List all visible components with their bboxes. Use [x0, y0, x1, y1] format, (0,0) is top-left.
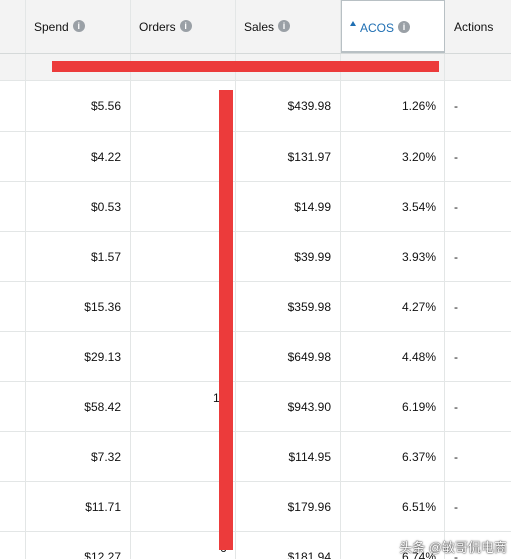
actions-cell[interactable]: - — [454, 549, 458, 559]
redaction-bar-horizontal — [52, 61, 439, 72]
table-cell — [0, 532, 26, 559]
actions-cell[interactable]: - — [454, 149, 458, 164]
column-header-acos[interactable]: ACOS i — [341, 0, 445, 53]
orders-cell — [131, 482, 236, 531]
spend-cell: $15.36 — [26, 282, 131, 331]
column-header-actions: Actions — [445, 0, 511, 53]
spend-cell: $7.32 — [26, 432, 131, 481]
column-header-label: Spend — [34, 20, 69, 34]
table-row: $5.56 $439.98 1.26% - — [0, 81, 511, 132]
orders-cell — [131, 382, 236, 431]
orders-cell — [131, 81, 236, 131]
table-cell — [0, 432, 26, 481]
actions-cell[interactable]: - — [454, 299, 458, 314]
header-leading-cell — [0, 0, 26, 53]
sales-cell: $439.98 — [236, 81, 341, 131]
orders-cell — [131, 432, 236, 481]
sort-ascending-icon — [350, 21, 356, 26]
sales-cell: $943.90 — [236, 382, 341, 431]
table-cell — [0, 332, 26, 381]
info-icon[interactable]: i — [398, 21, 411, 33]
acos-cell: 4.48% — [341, 332, 445, 381]
actions-cell[interactable]: - — [454, 399, 458, 414]
actions-cell[interactable]: - — [454, 499, 458, 514]
acos-cell: 3.93% — [341, 232, 445, 281]
table-row: $0.53 $14.99 3.54% - — [0, 182, 511, 232]
acos-cell: 6.51% — [341, 482, 445, 531]
acos-cell: 6.74% — [341, 532, 445, 559]
table-cell — [445, 54, 511, 80]
actions-cell[interactable]: - — [454, 349, 458, 364]
sales-cell: $131.97 — [236, 132, 341, 181]
table-cell — [0, 382, 26, 431]
orders-cell — [131, 132, 236, 181]
column-header-spend[interactable]: Spend i — [26, 0, 131, 53]
actions-cell[interactable]: - — [454, 199, 458, 214]
sales-cell: $114.95 — [236, 432, 341, 481]
sales-cell: $359.98 — [236, 282, 341, 331]
table-row: $11.71 $179.96 6.51% - — [0, 482, 511, 532]
info-icon[interactable]: i — [179, 20, 192, 32]
column-header-orders[interactable]: Orders i — [131, 0, 236, 53]
table-row: $7.32 $114.95 6.37% - — [0, 432, 511, 482]
column-header-label: ACOS — [360, 21, 395, 35]
spend-cell: $0.53 — [26, 182, 131, 231]
table-cell — [0, 232, 26, 281]
acos-cell: 3.54% — [341, 182, 445, 231]
acos-cell: 6.37% — [341, 432, 445, 481]
spend-cell: $4.22 — [26, 132, 131, 181]
spend-cell: $58.42 — [26, 382, 131, 431]
table-header: Spend i Orders i Sales i ACOS i Actions — [0, 0, 511, 54]
orders-cell — [131, 532, 236, 559]
table-row: $58.42 $943.90 6.19% - — [0, 382, 511, 432]
acos-cell: 1.26% — [341, 81, 445, 131]
actions-cell[interactable]: - — [454, 449, 458, 464]
sales-cell: $649.98 — [236, 332, 341, 381]
watermark: 头条 @敏哥侃电商 — [399, 540, 507, 555]
info-icon[interactable]: i — [72, 20, 85, 32]
orders-cell — [131, 182, 236, 231]
sales-cell: $14.99 — [236, 182, 341, 231]
table-cell — [0, 54, 26, 80]
table-cell — [0, 282, 26, 331]
acos-cell: 3.20% — [341, 132, 445, 181]
table-row: $12.27 $181.94 6.74% - — [0, 532, 511, 559]
table-row: $4.22 $131.97 3.20% - — [0, 132, 511, 182]
spend-cell: $29.13 — [26, 332, 131, 381]
orders-cell — [131, 282, 236, 331]
spend-cell: $11.71 — [26, 482, 131, 531]
orders-cell — [131, 332, 236, 381]
actions-cell[interactable]: - — [454, 249, 458, 264]
redaction-bar-vertical — [219, 90, 233, 550]
orders-partial-value: 1 — [213, 391, 220, 405]
orders-cell — [131, 232, 236, 281]
acos-cell: 6.19% — [341, 382, 445, 431]
column-header-label: Orders — [139, 20, 176, 34]
table-cell — [0, 132, 26, 181]
spend-cell: $12.27 — [26, 532, 131, 559]
table-cell — [0, 81, 26, 131]
info-icon[interactable]: i — [278, 20, 291, 32]
acos-cell: 4.27% — [341, 282, 445, 331]
table-row: $15.36 $359.98 4.27% - — [0, 282, 511, 332]
column-header-label: Actions — [454, 20, 494, 34]
table-cell — [0, 182, 26, 231]
sales-cell: $39.99 — [236, 232, 341, 281]
actions-cell[interactable]: - — [454, 99, 458, 113]
spend-cell: $1.57 — [26, 232, 131, 281]
sales-cell: $179.96 — [236, 482, 341, 531]
table-row: $29.13 $649.98 4.48% - — [0, 332, 511, 382]
column-header-sales[interactable]: Sales i — [236, 0, 341, 53]
sales-cell: $181.94 — [236, 532, 341, 559]
table-row: $1.57 $39.99 3.93% - — [0, 232, 511, 282]
table-cell — [0, 482, 26, 531]
spend-cell: $5.56 — [26, 81, 131, 131]
column-header-label: Sales — [244, 20, 275, 34]
